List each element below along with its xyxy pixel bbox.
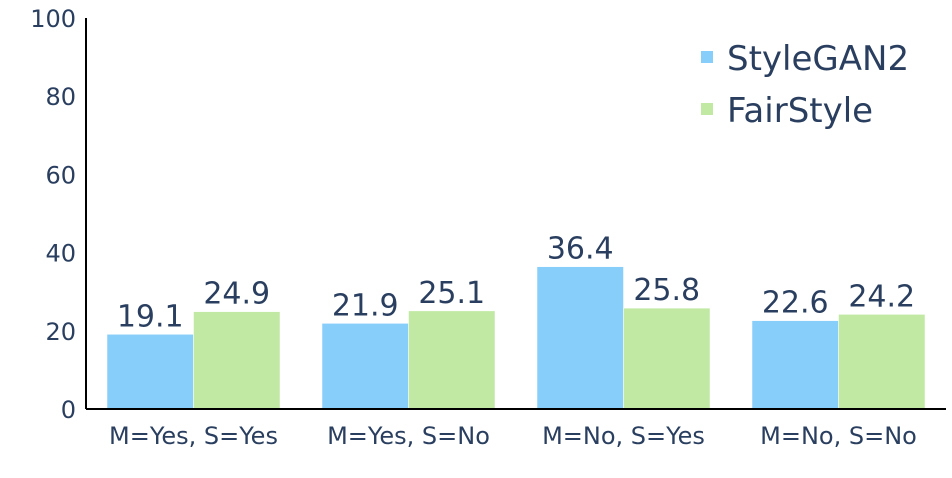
data-label: 36.4 <box>547 232 614 267</box>
legend: StyleGAN2 FairStyle <box>701 39 909 131</box>
data-label: 21.9 <box>332 288 399 323</box>
bar-stylegan2-2 <box>536 266 624 410</box>
y-tick-label: 40 <box>45 240 76 268</box>
data-label: 19.1 <box>117 299 184 334</box>
category-labels: M=Yes, S=Yes M=Yes, S=No M=No, S=Yes M=No, … <box>109 422 917 450</box>
bar-stylegan2-1 <box>321 323 409 410</box>
data-labels-group: 19.1 24.9 21.9 25.1 36.4 25.8 22.6 24.2 <box>117 232 915 335</box>
bar-stylegan2-3 <box>751 320 839 410</box>
bar-fairstyle-1 <box>408 310 496 410</box>
bar-stylegan2-0 <box>106 334 194 410</box>
data-label: 25.1 <box>418 276 485 311</box>
data-label: 25.8 <box>633 273 700 308</box>
y-tick-label: 100 <box>30 5 76 33</box>
bar-fairstyle-3 <box>838 314 926 410</box>
category-label: M=No, S=No <box>760 422 917 450</box>
category-label: M=No, S=Yes <box>542 422 705 450</box>
bars-group <box>106 266 926 410</box>
bar-fairstyle-0 <box>193 311 281 410</box>
data-label: 24.9 <box>203 277 270 312</box>
category-label: M=Yes, S=No <box>327 422 490 450</box>
category-label: M=Yes, S=Yes <box>109 422 278 450</box>
legend-swatch-fairstyle <box>701 103 713 115</box>
y-tick-labels: 0 20 40 60 80 100 <box>30 5 76 424</box>
y-tick-label: 20 <box>45 318 76 346</box>
data-label: 24.2 <box>848 279 915 314</box>
y-tick-label: 0 <box>61 396 76 424</box>
y-tick-label: 80 <box>45 83 76 111</box>
legend-label-stylegan2: StyleGAN2 <box>727 39 909 79</box>
legend-swatch-stylegan2 <box>701 51 713 63</box>
y-tick-label: 60 <box>45 161 76 189</box>
legend-label-fairstyle: FairStyle <box>727 91 873 131</box>
data-label: 22.6 <box>762 286 829 321</box>
bar-fairstyle-2 <box>623 307 711 410</box>
